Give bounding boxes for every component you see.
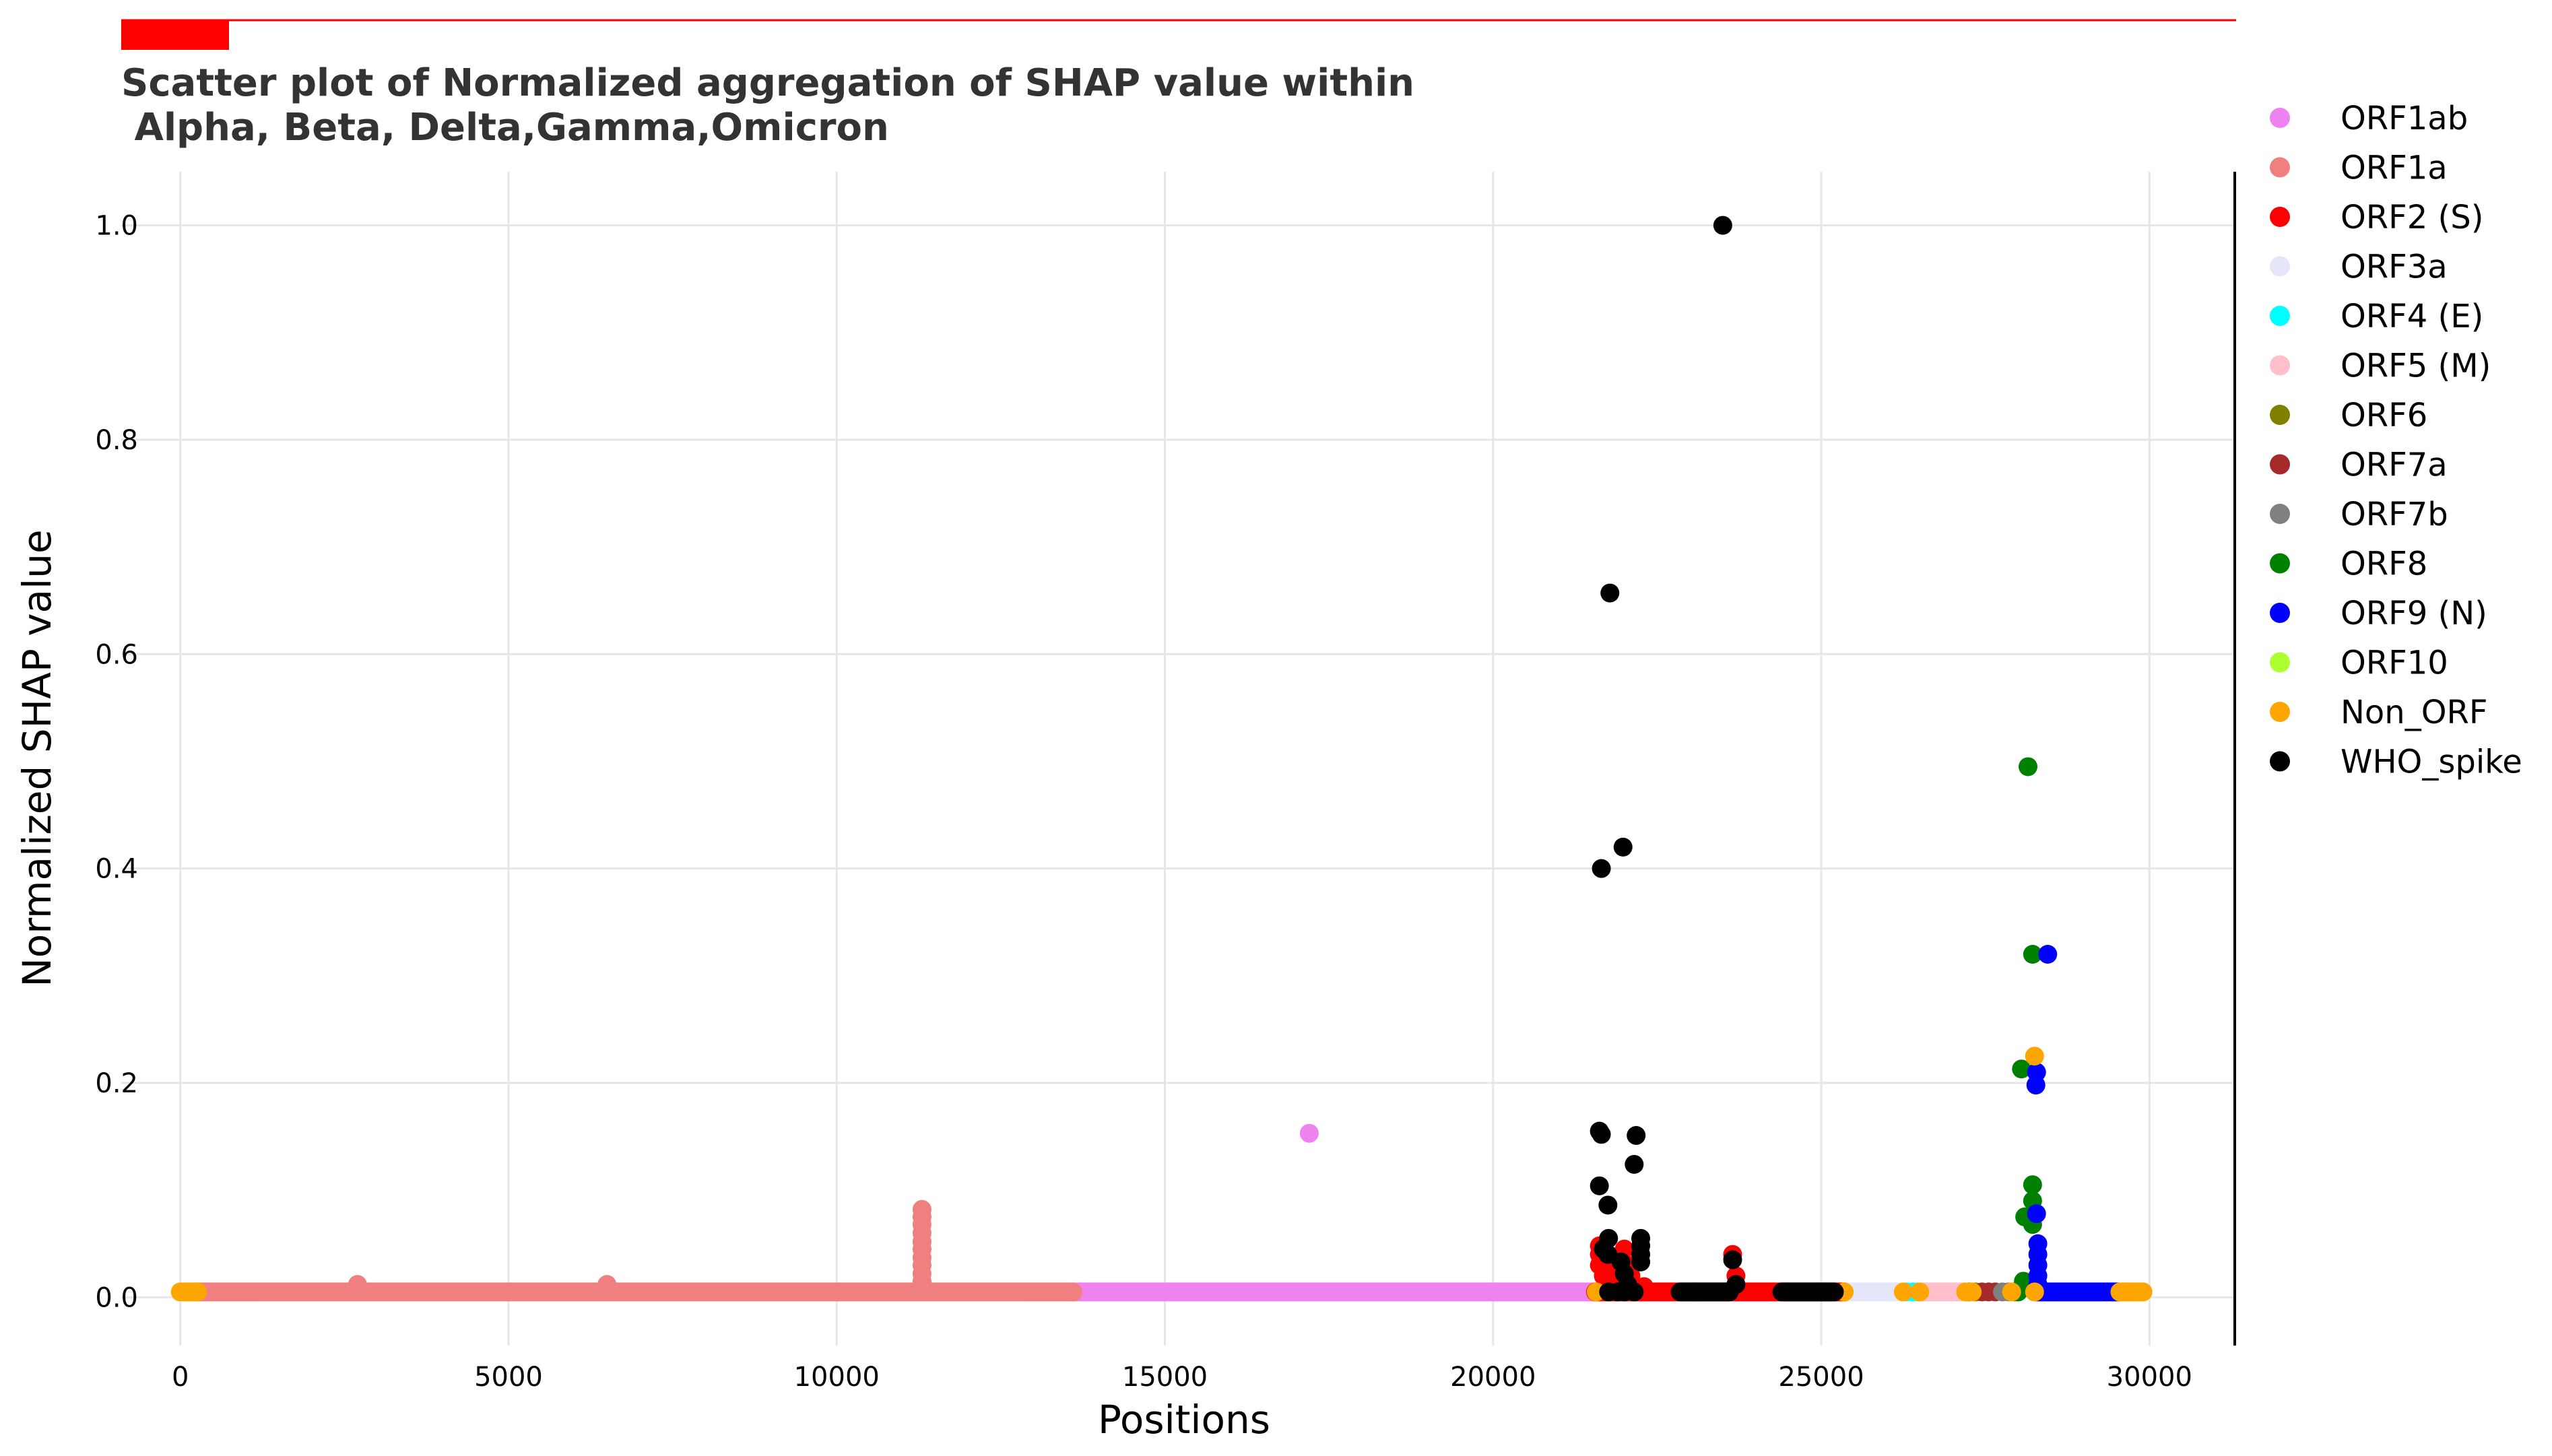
legend-marker (2270, 306, 2290, 326)
series-non-orf (170, 1047, 2153, 1302)
legend-label: ORF4 (E) (2341, 298, 2483, 335)
y-axis-label: Normalized SHAP value (14, 529, 60, 987)
data-point (2025, 1047, 2044, 1066)
tick-labels: 0 5000 10000 15000 20000 25000 30000 0.0 0.2 0.4 0… (95, 211, 2192, 1393)
y-tick-label: 1.0 (95, 211, 138, 242)
legend-marker (2270, 652, 2290, 673)
data-point (1613, 837, 1633, 857)
legend-marker (2270, 355, 2290, 376)
legend-label: ORF3a (2341, 249, 2448, 286)
data-point (1625, 1282, 1644, 1302)
data-point (1592, 859, 1611, 878)
top-decoration (121, 19, 2236, 50)
y-tick-label: 0.2 (95, 1068, 138, 1099)
data-point (1598, 1195, 1618, 1215)
data-point (1687, 1282, 1706, 1302)
x-tick-label: 25000 (1778, 1362, 1864, 1393)
data-point (2002, 1282, 2021, 1302)
legend-label: ORF1ab (2341, 100, 2468, 137)
legend-marker (2270, 504, 2290, 524)
x-tick-label: 30000 (2107, 1362, 2192, 1393)
data-point (597, 1275, 617, 1294)
x-tick-label: 10000 (794, 1362, 880, 1393)
data-point (1910, 1282, 1930, 1302)
series-orf1a (187, 1199, 1083, 1302)
legend-marker (2270, 405, 2290, 425)
chart-title-line-1: Scatter plot of Normalized aggregation o… (121, 61, 1414, 105)
chart-title-line-2: Alpha, Beta, Delta,Gamma,Omicron (121, 106, 889, 150)
legend-marker (2270, 207, 2290, 227)
y-tick-label: 0.4 (95, 854, 138, 885)
legend-marker (2270, 702, 2290, 722)
data-point (1893, 1282, 1913, 1302)
data-point (2027, 1204, 2046, 1224)
data-point (1726, 1275, 1746, 1294)
x-tick-label: 5000 (474, 1362, 543, 1393)
legend-marker (2270, 454, 2290, 475)
data-point (1590, 1176, 1609, 1195)
grid-lines (121, 172, 2235, 1346)
data-point (2110, 1282, 2130, 1302)
legend-label: Non_ORF (2341, 694, 2487, 731)
legend-label: WHO_spike (2341, 743, 2522, 781)
y-tick-label: 0.8 (95, 425, 138, 456)
legend-label: ORF6 (2341, 397, 2427, 434)
data-point (2023, 945, 2042, 964)
legend-marker (2270, 603, 2290, 623)
data-point (912, 1271, 931, 1291)
legend: ORF1ab ORF1a ORF2 (S) ORF3a ORF4 (E) ORF5 (M)… (2270, 100, 2522, 781)
legend-marker (2270, 553, 2290, 574)
data-point (2025, 1282, 2044, 1302)
data-point (1627, 1126, 1646, 1146)
legend-marker (2270, 108, 2290, 128)
legend-marker (2270, 751, 2290, 772)
legend-label: ORF2 (S) (2341, 199, 2483, 236)
legend-label: ORF1a (2341, 150, 2448, 187)
series-who-spike (1590, 216, 1844, 1302)
series-orf1ab (1064, 1123, 1604, 1302)
x-tick-label: 20000 (1450, 1362, 1536, 1393)
top-color-bar (121, 20, 229, 50)
data-point (1600, 583, 1620, 603)
y-tick-label: 0.6 (95, 639, 138, 670)
data-point (2133, 1282, 2153, 1302)
x-axis-label: Positions (1098, 1397, 1270, 1443)
data-point (2019, 757, 2038, 776)
data-point (1713, 216, 1732, 235)
data-point (1631, 1252, 1651, 1271)
legend-label: ORF7a (2341, 446, 2448, 484)
data-point (1299, 1123, 1319, 1143)
legend-label: ORF8 (2341, 545, 2427, 583)
data-point (1592, 1125, 1611, 1144)
series-orf9-n (2026, 945, 2128, 1302)
data-point (1812, 1282, 1831, 1302)
data-point (1723, 1250, 1742, 1269)
legend-label: ORF7b (2341, 496, 2448, 533)
x-tick-label: 15000 (1122, 1362, 1208, 1393)
legend-label: ORF5 (M) (2341, 348, 2491, 385)
legend-marker (2270, 157, 2290, 178)
data-point (1963, 1282, 1982, 1302)
y-tick-label: 0.0 (95, 1282, 138, 1313)
data-point (2026, 1076, 2046, 1095)
x-tick-label: 0 (172, 1362, 189, 1393)
legend-marker (2270, 256, 2290, 277)
plot-area (170, 216, 2153, 1302)
data-point (2038, 945, 2058, 964)
data-point (1625, 1154, 1644, 1174)
data-point (1779, 1282, 1798, 1302)
legend-label: ORF9 (N) (2341, 595, 2487, 632)
data-point (348, 1275, 367, 1294)
data-point (2023, 1175, 2042, 1195)
legend-label: ORF10 (2341, 644, 2448, 682)
data-point (2012, 1059, 2031, 1079)
